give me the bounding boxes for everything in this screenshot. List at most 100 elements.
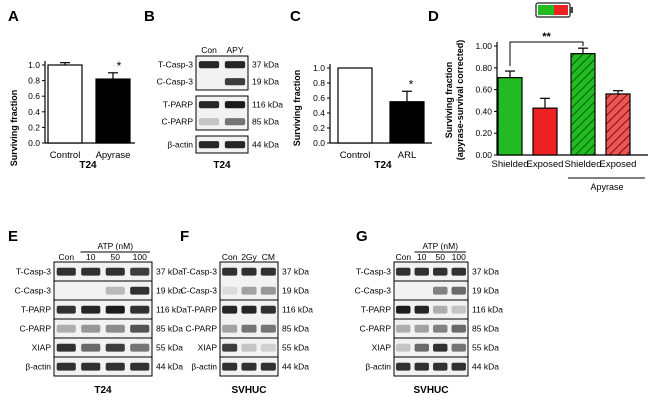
band [433, 267, 448, 276]
band [105, 362, 125, 371]
band [105, 286, 125, 295]
kda-label: 85 kDa [156, 324, 183, 334]
y-tick-label: 1.0 [28, 60, 40, 70]
band [81, 324, 101, 333]
lane-label: APY [226, 45, 243, 55]
kda-label: 116 kDa [252, 100, 283, 110]
y-tick-label: 0.20 [475, 128, 492, 138]
lane-label: Con [58, 252, 74, 262]
chart-panel-a: 0.0 0.2 0.4 0.6 0.8 1.0 Control Apyrase * [28, 59, 135, 161]
kda-label: 116 kDa [156, 305, 187, 315]
lane-label: Con [201, 45, 217, 55]
panel-letter-e: E [8, 228, 19, 245]
kda-label: 44 kDa [252, 140, 279, 150]
band [222, 362, 238, 371]
kda-label: 55 kDa [282, 343, 309, 353]
protein-label: β-actin [25, 362, 51, 372]
category-label: Apyrase [96, 150, 131, 161]
cell-line-label: T24 [213, 160, 231, 171]
kda-label: 85 kDa [472, 324, 499, 334]
band [451, 343, 466, 352]
protein-label: T-Casp-3 [158, 60, 193, 70]
band [81, 343, 101, 352]
category-label: Shielded [492, 159, 529, 170]
band [451, 305, 466, 314]
y-tick-label: 0.40 [475, 106, 492, 116]
kda-label: 19 kDa [472, 286, 499, 296]
band [433, 286, 448, 295]
band [451, 286, 466, 295]
band [222, 286, 238, 295]
protein-label: C-Casp-3 [181, 286, 218, 296]
protein-label: C-Casp-3 [157, 77, 194, 87]
kda-label: 116 kDa [472, 305, 503, 315]
band [222, 305, 238, 314]
band [414, 267, 429, 276]
blot-panel-b: Con APY T-Casp-3 37 kDa C-Casp-3 19 kDa T-PARP… [157, 45, 284, 171]
y-tick-label: 0.6 [28, 91, 40, 101]
category-label: Exposed [600, 159, 637, 170]
kda-label: 37 kDa [252, 60, 279, 70]
band [105, 324, 125, 333]
protein-label: T-PARP [361, 305, 391, 315]
protein-label: XIAP [32, 343, 52, 353]
band [241, 286, 257, 295]
band [241, 343, 257, 352]
kda-label: 19 kDa [282, 286, 309, 296]
band [414, 362, 429, 371]
category-label: Control [50, 150, 81, 161]
band [56, 362, 76, 371]
band [396, 343, 411, 352]
band [224, 78, 246, 86]
protein-label: β-actin [167, 140, 193, 150]
panel-letter-g: G [356, 228, 368, 245]
band [451, 362, 466, 371]
protein-label: XIAP [198, 343, 218, 353]
lane-label: Con [395, 252, 411, 262]
kda-label: 55 kDa [156, 343, 183, 353]
band [56, 267, 76, 276]
band [260, 286, 276, 295]
band [241, 324, 257, 333]
band [396, 267, 411, 276]
treatment-label: ATP (nM) [422, 241, 458, 251]
protein-label: T-Casp-3 [182, 267, 217, 277]
lane-label: 100 [133, 252, 147, 262]
band [198, 61, 220, 69]
panel-c-ylabel: Surviving fraction [292, 70, 302, 147]
bar [497, 77, 523, 156]
category-label: Control [340, 150, 371, 161]
band [222, 324, 238, 333]
band [81, 362, 101, 371]
bar [389, 101, 425, 144]
y-tick-label: 0.4 [28, 107, 40, 117]
kda-label: 37 kDa [282, 267, 309, 277]
band [433, 324, 448, 333]
bar [337, 67, 373, 144]
band [56, 343, 76, 352]
band [198, 118, 220, 126]
protein-label: C-PARP [186, 324, 218, 334]
lane-label: CM [262, 252, 275, 262]
panel-d-ylabel: Surviving fraction [444, 62, 454, 139]
y-tick-label: 0.0 [313, 138, 325, 148]
y-tick-label: 0.60 [475, 85, 492, 95]
blot-box [393, 356, 469, 377]
band [198, 101, 220, 109]
chart-panel-c: 0.0 0.2 0.4 0.6 0.8 1.0 Control ARL * [313, 63, 432, 161]
category-label: ARL [398, 150, 416, 161]
panel-letter-d: D [428, 8, 439, 25]
kda-label: 55 kDa [472, 343, 499, 353]
protein-label: T-PARP [163, 100, 193, 110]
protein-label: C-PARP [162, 117, 194, 127]
bar [605, 93, 631, 156]
band [260, 324, 276, 333]
protein-label: T-Casp-3 [356, 267, 391, 277]
kda-label: 37 kDa [472, 267, 499, 277]
protein-label: β-actin [365, 362, 391, 372]
band [81, 305, 101, 314]
blot-box [53, 356, 153, 377]
